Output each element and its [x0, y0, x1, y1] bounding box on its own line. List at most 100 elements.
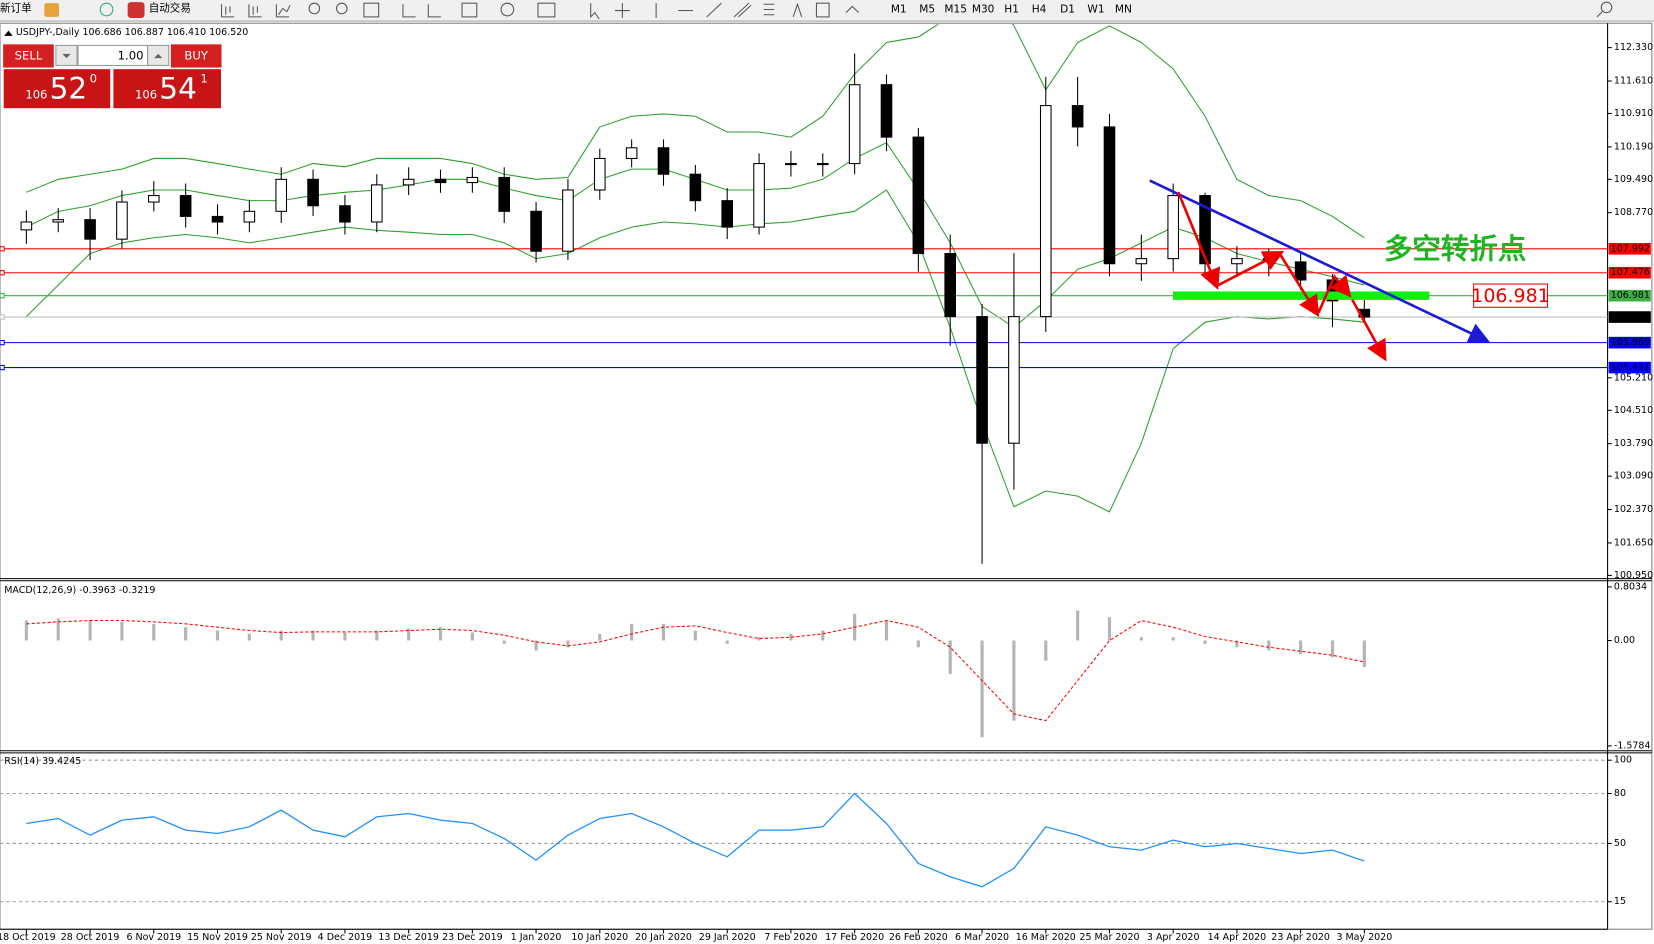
icon[interactable]	[402, 4, 416, 18]
icon[interactable]	[845, 5, 860, 14]
icon[interactable]	[335, 2, 348, 15]
trend-line	[1149, 179, 1490, 343]
level-label: 106.520	[1611, 312, 1650, 323]
candle-body	[1008, 316, 1020, 444]
new-order-button[interactable]: 新订单	[0, 1, 32, 14]
timeframe-button[interactable]: M1	[891, 4, 907, 16]
x-tick-label: 23 Dec 2019	[442, 932, 503, 943]
candle-body	[976, 316, 988, 444]
candle-body	[1039, 105, 1052, 318]
axes: 112.330 111.610 110.910 110.190 109.490 108.7…	[0, 42, 1653, 943]
icon[interactable]	[461, 2, 478, 18]
candle-body	[275, 178, 288, 212]
candle-body	[625, 147, 638, 159]
icon[interactable]	[308, 2, 321, 15]
level-label-box	[1608, 266, 1651, 279]
icon[interactable]	[733, 2, 752, 18]
icon[interactable]	[815, 2, 830, 18]
icon[interactable]	[763, 3, 775, 16]
y-tick-label: 103.790	[1614, 438, 1653, 449]
timeframe-button[interactable]: D1	[1060, 4, 1075, 16]
icon[interactable]	[427, 4, 441, 18]
candle-body	[147, 195, 160, 203]
level-handle	[0, 364, 5, 371]
bollinger-upper	[26, 24, 1365, 239]
candle-body	[402, 178, 415, 186]
y-tick-label: 15	[1614, 896, 1626, 907]
y-tick-label: 80	[1614, 788, 1626, 799]
x-tick-label: 16 Mar 2020	[1016, 932, 1076, 943]
candle-body	[1103, 126, 1116, 265]
y-tick-label: 0.00	[1614, 635, 1635, 646]
icon[interactable]	[706, 2, 722, 18]
icon[interactable]	[590, 3, 600, 20]
icon[interactable]	[44, 3, 60, 17]
candle-body	[116, 201, 128, 240]
icon[interactable]	[500, 2, 515, 17]
candle-body	[243, 210, 256, 223]
analysis-drawings: 多空转折点 106.981	[1149, 179, 1550, 362]
timeframe-button[interactable]: MN	[1115, 4, 1132, 16]
timeframe-button[interactable]: W1	[1087, 4, 1104, 16]
x-tick-label: 4 Dec 2019	[318, 932, 373, 943]
x-tick-label: 10 Jan 2020	[571, 932, 628, 943]
level-label-box	[1608, 336, 1651, 349]
candle-body	[1167, 195, 1180, 260]
candle-body	[721, 200, 734, 228]
y-tick-label: 110.190	[1614, 141, 1653, 152]
path-arrow	[1177, 191, 1221, 290]
icon[interactable]	[792, 2, 803, 18]
icon[interactable]	[363, 2, 380, 18]
collapse-icon[interactable]	[4, 30, 13, 36]
y-tick-label: 111.610	[1614, 75, 1653, 86]
sell-button[interactable]	[3, 44, 54, 68]
buy-price-prefix: 106	[135, 88, 157, 102]
search-icon[interactable]	[1600, 1, 1613, 14]
icon[interactable]	[99, 2, 114, 17]
sell-price-box[interactable]	[2, 68, 112, 110]
sell-price-big: 52	[50, 71, 88, 105]
candle-body	[785, 163, 797, 166]
icon[interactable]	[1596, 11, 1603, 18]
y-tick-label: 0.8034	[1614, 581, 1647, 592]
candle-body	[1135, 258, 1148, 265]
level-label-box	[1608, 289, 1651, 302]
icon[interactable]	[537, 2, 556, 18]
buy-price-sup: 1	[200, 72, 207, 86]
candle-body	[593, 157, 606, 191]
x-tick-label: 14 Apr 2020	[1208, 932, 1267, 943]
timeframe-button[interactable]: H4	[1032, 4, 1047, 16]
y-tick-label: 110.910	[1614, 108, 1653, 119]
level-label: 105.431	[1611, 362, 1650, 373]
timeframe-button[interactable]: M5	[919, 4, 935, 16]
candle-body	[1294, 261, 1307, 281]
x-tick-label: 13 Dec 2019	[378, 932, 439, 943]
auto-trading-button[interactable]: 自动交易	[149, 1, 191, 14]
y-tick-label: 50	[1614, 838, 1626, 849]
candle-body	[84, 219, 96, 240]
macd-panel	[24, 610, 1366, 738]
buy-price-box[interactable]	[112, 68, 223, 110]
timeframe-button[interactable]: H1	[1004, 4, 1019, 16]
rsi-panel-title: RSI(14) 39.4245	[4, 756, 81, 767]
candle-body	[562, 189, 574, 252]
icon[interactable]	[220, 4, 235, 18]
timeframe-button[interactable]: M30	[972, 4, 995, 16]
toolbar	[0, 0, 1654, 22]
candle-body	[307, 178, 319, 207]
level-handle	[0, 246, 5, 252]
buy-button[interactable]	[170, 44, 222, 68]
icon[interactable]	[614, 3, 630, 18]
icon[interactable]	[275, 4, 291, 18]
bollinger-lower	[26, 189, 1365, 513]
level-handle	[0, 270, 5, 276]
x-tick-label: 3 Apr 2020	[1147, 932, 1200, 943]
path-arrow	[1217, 250, 1285, 287]
auto-trading-icon[interactable]	[127, 2, 145, 18]
timeframe-button[interactable]: M15	[944, 4, 967, 16]
icon	[62, 53, 71, 59]
icon[interactable]	[248, 4, 262, 18]
candle-body	[1231, 258, 1243, 265]
turning-point-label: 多空转折点	[1384, 232, 1526, 265]
x-tick-label: 18 Oct 2019	[0, 932, 56, 943]
